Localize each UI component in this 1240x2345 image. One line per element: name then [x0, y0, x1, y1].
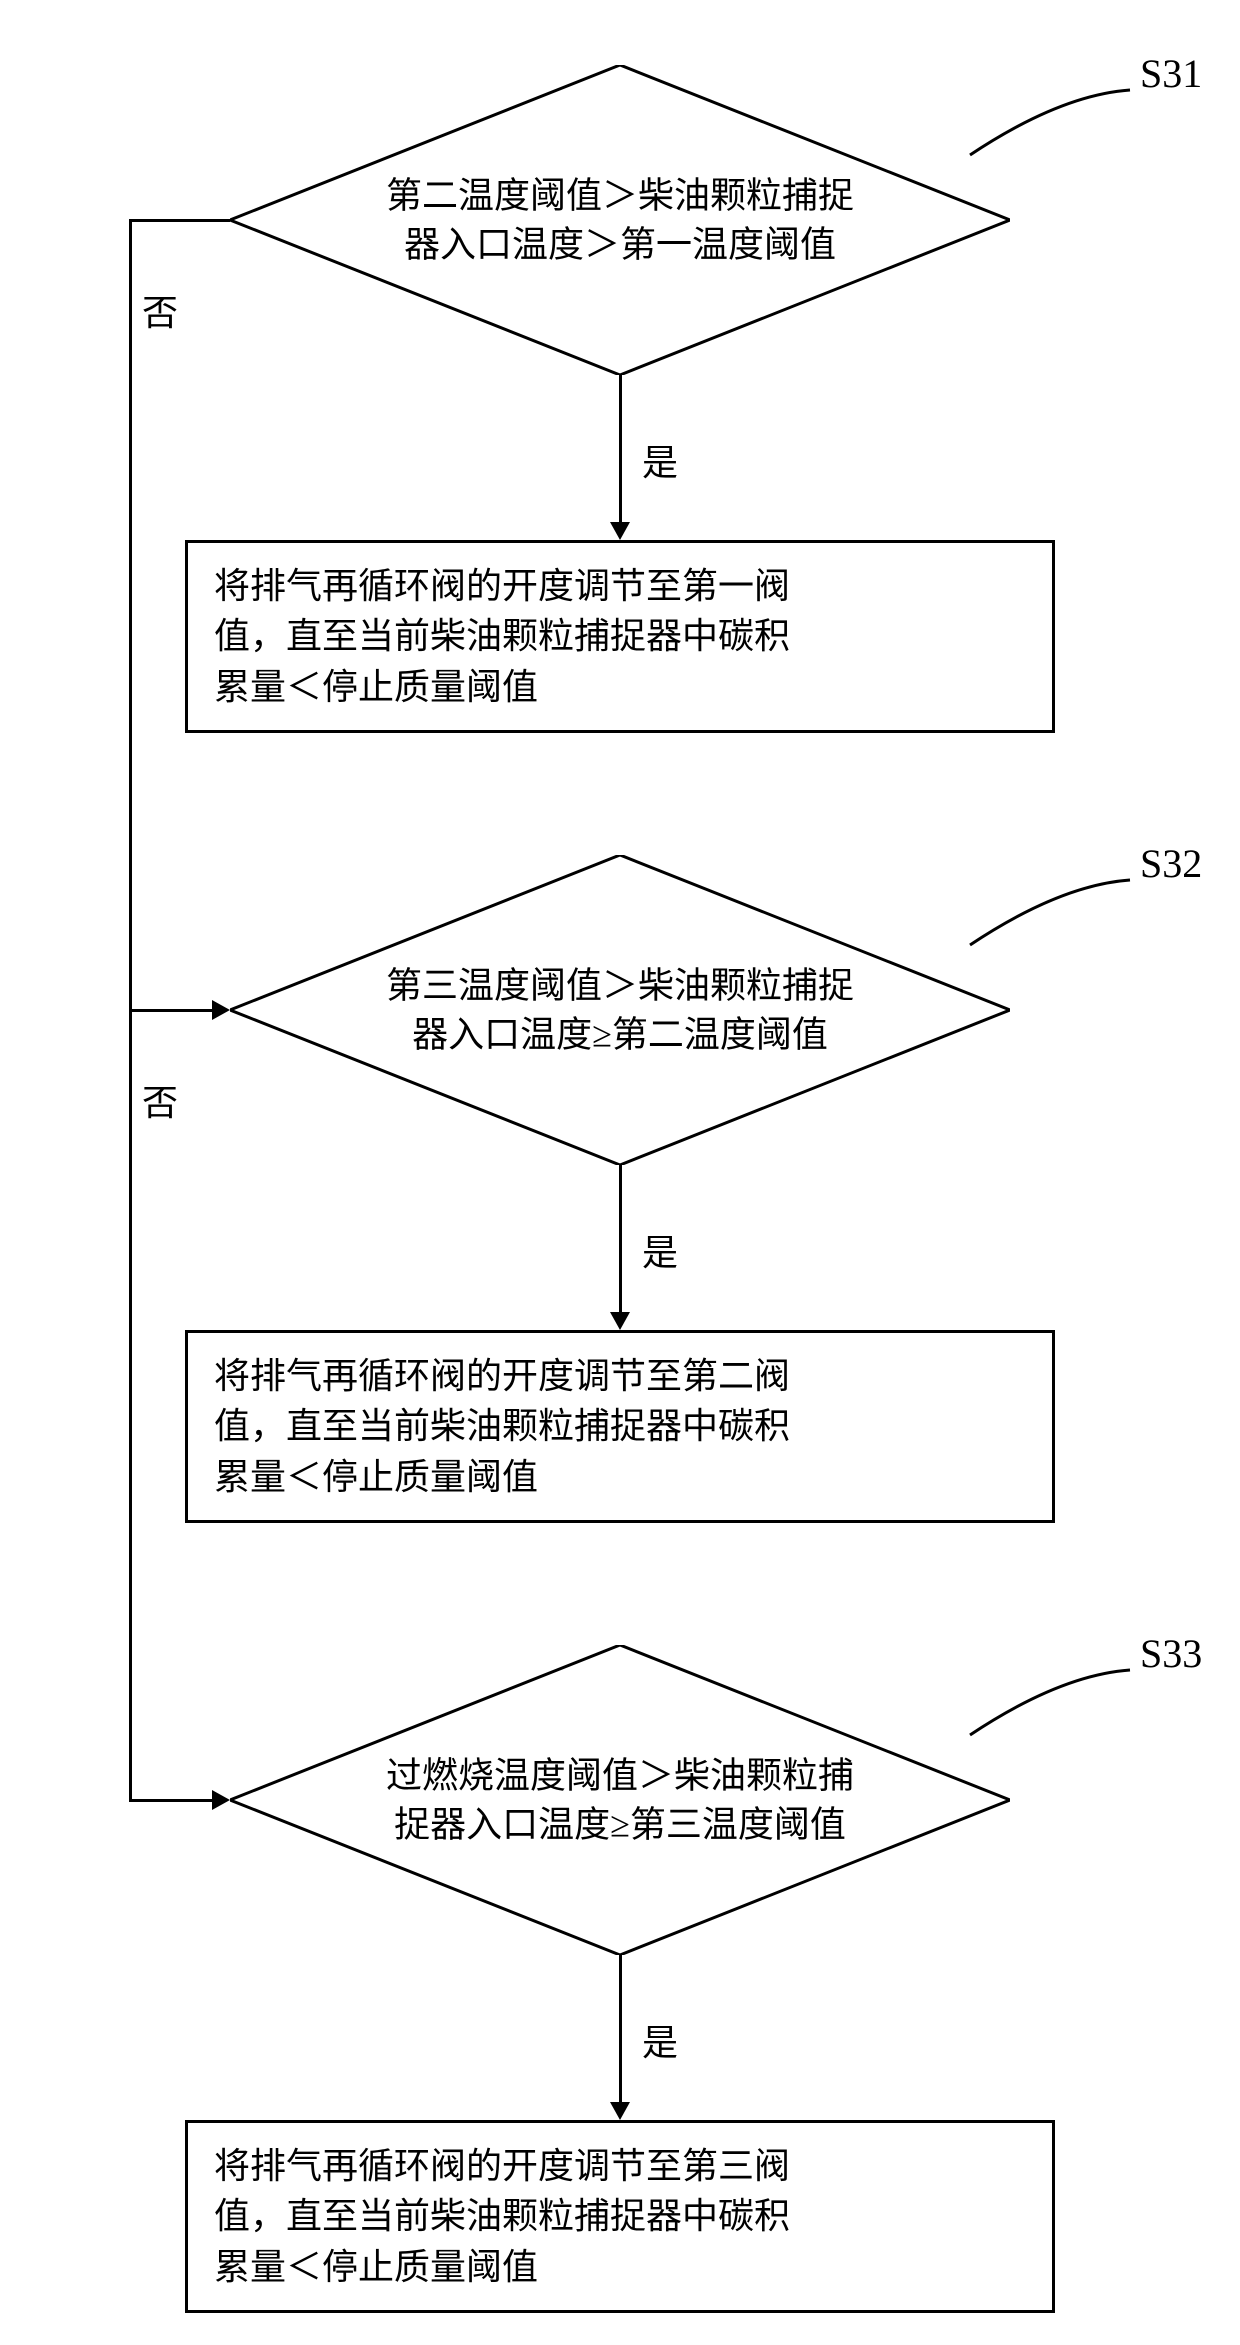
edge-d1-no-arrow [212, 1000, 230, 1020]
edge-d1-no-label: 否 [142, 284, 178, 336]
edge-d2-r2-arrow [610, 1312, 630, 1330]
edge-d3-r3 [619, 1955, 622, 2102]
decision-d2: 第三温度阈值＞柴油颗粒捕捉 器入口温度≥第二温度阈值 [230, 855, 1010, 1165]
edge-d2-no-arrow [212, 1790, 230, 1810]
decision-d3-text: 过燃烧温度阈值＞柴油颗粒捕 捉器入口温度≥第三温度阈值 [386, 1751, 854, 1848]
edge-d1-no-v [129, 219, 132, 1012]
process-r1-text: 将排气再循环阀的开度调节至第一阀 值，直至当前柴油颗粒捕捉器中碳积 累量＜停止质… [214, 566, 790, 707]
process-r2-text: 将排气再循环阀的开度调节至第二阀 值，直至当前柴油颗粒捕捉器中碳积 累量＜停止质… [214, 1356, 790, 1497]
process-r2: 将排气再循环阀的开度调节至第二阀 值，直至当前柴油颗粒捕捉器中碳积 累量＜停止质… [185, 1330, 1055, 1523]
process-r3-text: 将排气再循环阀的开度调节至第三阀 值，直至当前柴油颗粒捕捉器中碳积 累量＜停止质… [214, 2146, 790, 2287]
edge-d2-no-v [129, 1009, 132, 1802]
step-label-s33: S33 [1140, 1630, 1202, 1677]
decision-d3: 过燃烧温度阈值＞柴油颗粒捕 捉器入口温度≥第三温度阈值 [230, 1645, 1010, 1955]
process-r1: 将排气再循环阀的开度调节至第一阀 值，直至当前柴油颗粒捕捉器中碳积 累量＜停止质… [185, 540, 1055, 733]
edge-d3-r3-arrow [610, 2102, 630, 2120]
edge-d3-r3-label: 是 [642, 2014, 678, 2066]
edge-d1-r1-label: 是 [642, 434, 678, 486]
edge-d2-no-h2 [130, 1799, 212, 1802]
decision-d1-text: 第二温度阈值＞柴油颗粒捕捉 器入口温度＞第一温度阈值 [386, 171, 854, 268]
edge-d2-r2 [619, 1165, 622, 1312]
decision-d1: 第二温度阈值＞柴油颗粒捕捉 器入口温度＞第一温度阈值 [230, 65, 1010, 375]
decision-d2-text: 第三温度阈值＞柴油颗粒捕捉 器入口温度≥第二温度阈值 [386, 961, 854, 1058]
edge-d2-r2-label: 是 [642, 1224, 678, 1276]
edge-d1-r1-arrow [610, 522, 630, 540]
edge-d2-no-label: 否 [142, 1074, 178, 1126]
process-r3: 将排气再循环阀的开度调节至第三阀 值，直至当前柴油颗粒捕捉器中碳积 累量＜停止质… [185, 2120, 1055, 2313]
step-label-s32: S32 [1140, 840, 1202, 887]
edge-d1-r1 [619, 375, 622, 522]
edge-d1-no-h1 [130, 219, 230, 222]
edge-d1-no-h2 [130, 1009, 212, 1012]
flowchart-canvas: 第二温度阈值＞柴油颗粒捕捉 器入口温度＞第一温度阈值 是 将排气再循环阀的开度调… [0, 0, 1240, 2345]
step-label-s31: S31 [1140, 50, 1202, 97]
